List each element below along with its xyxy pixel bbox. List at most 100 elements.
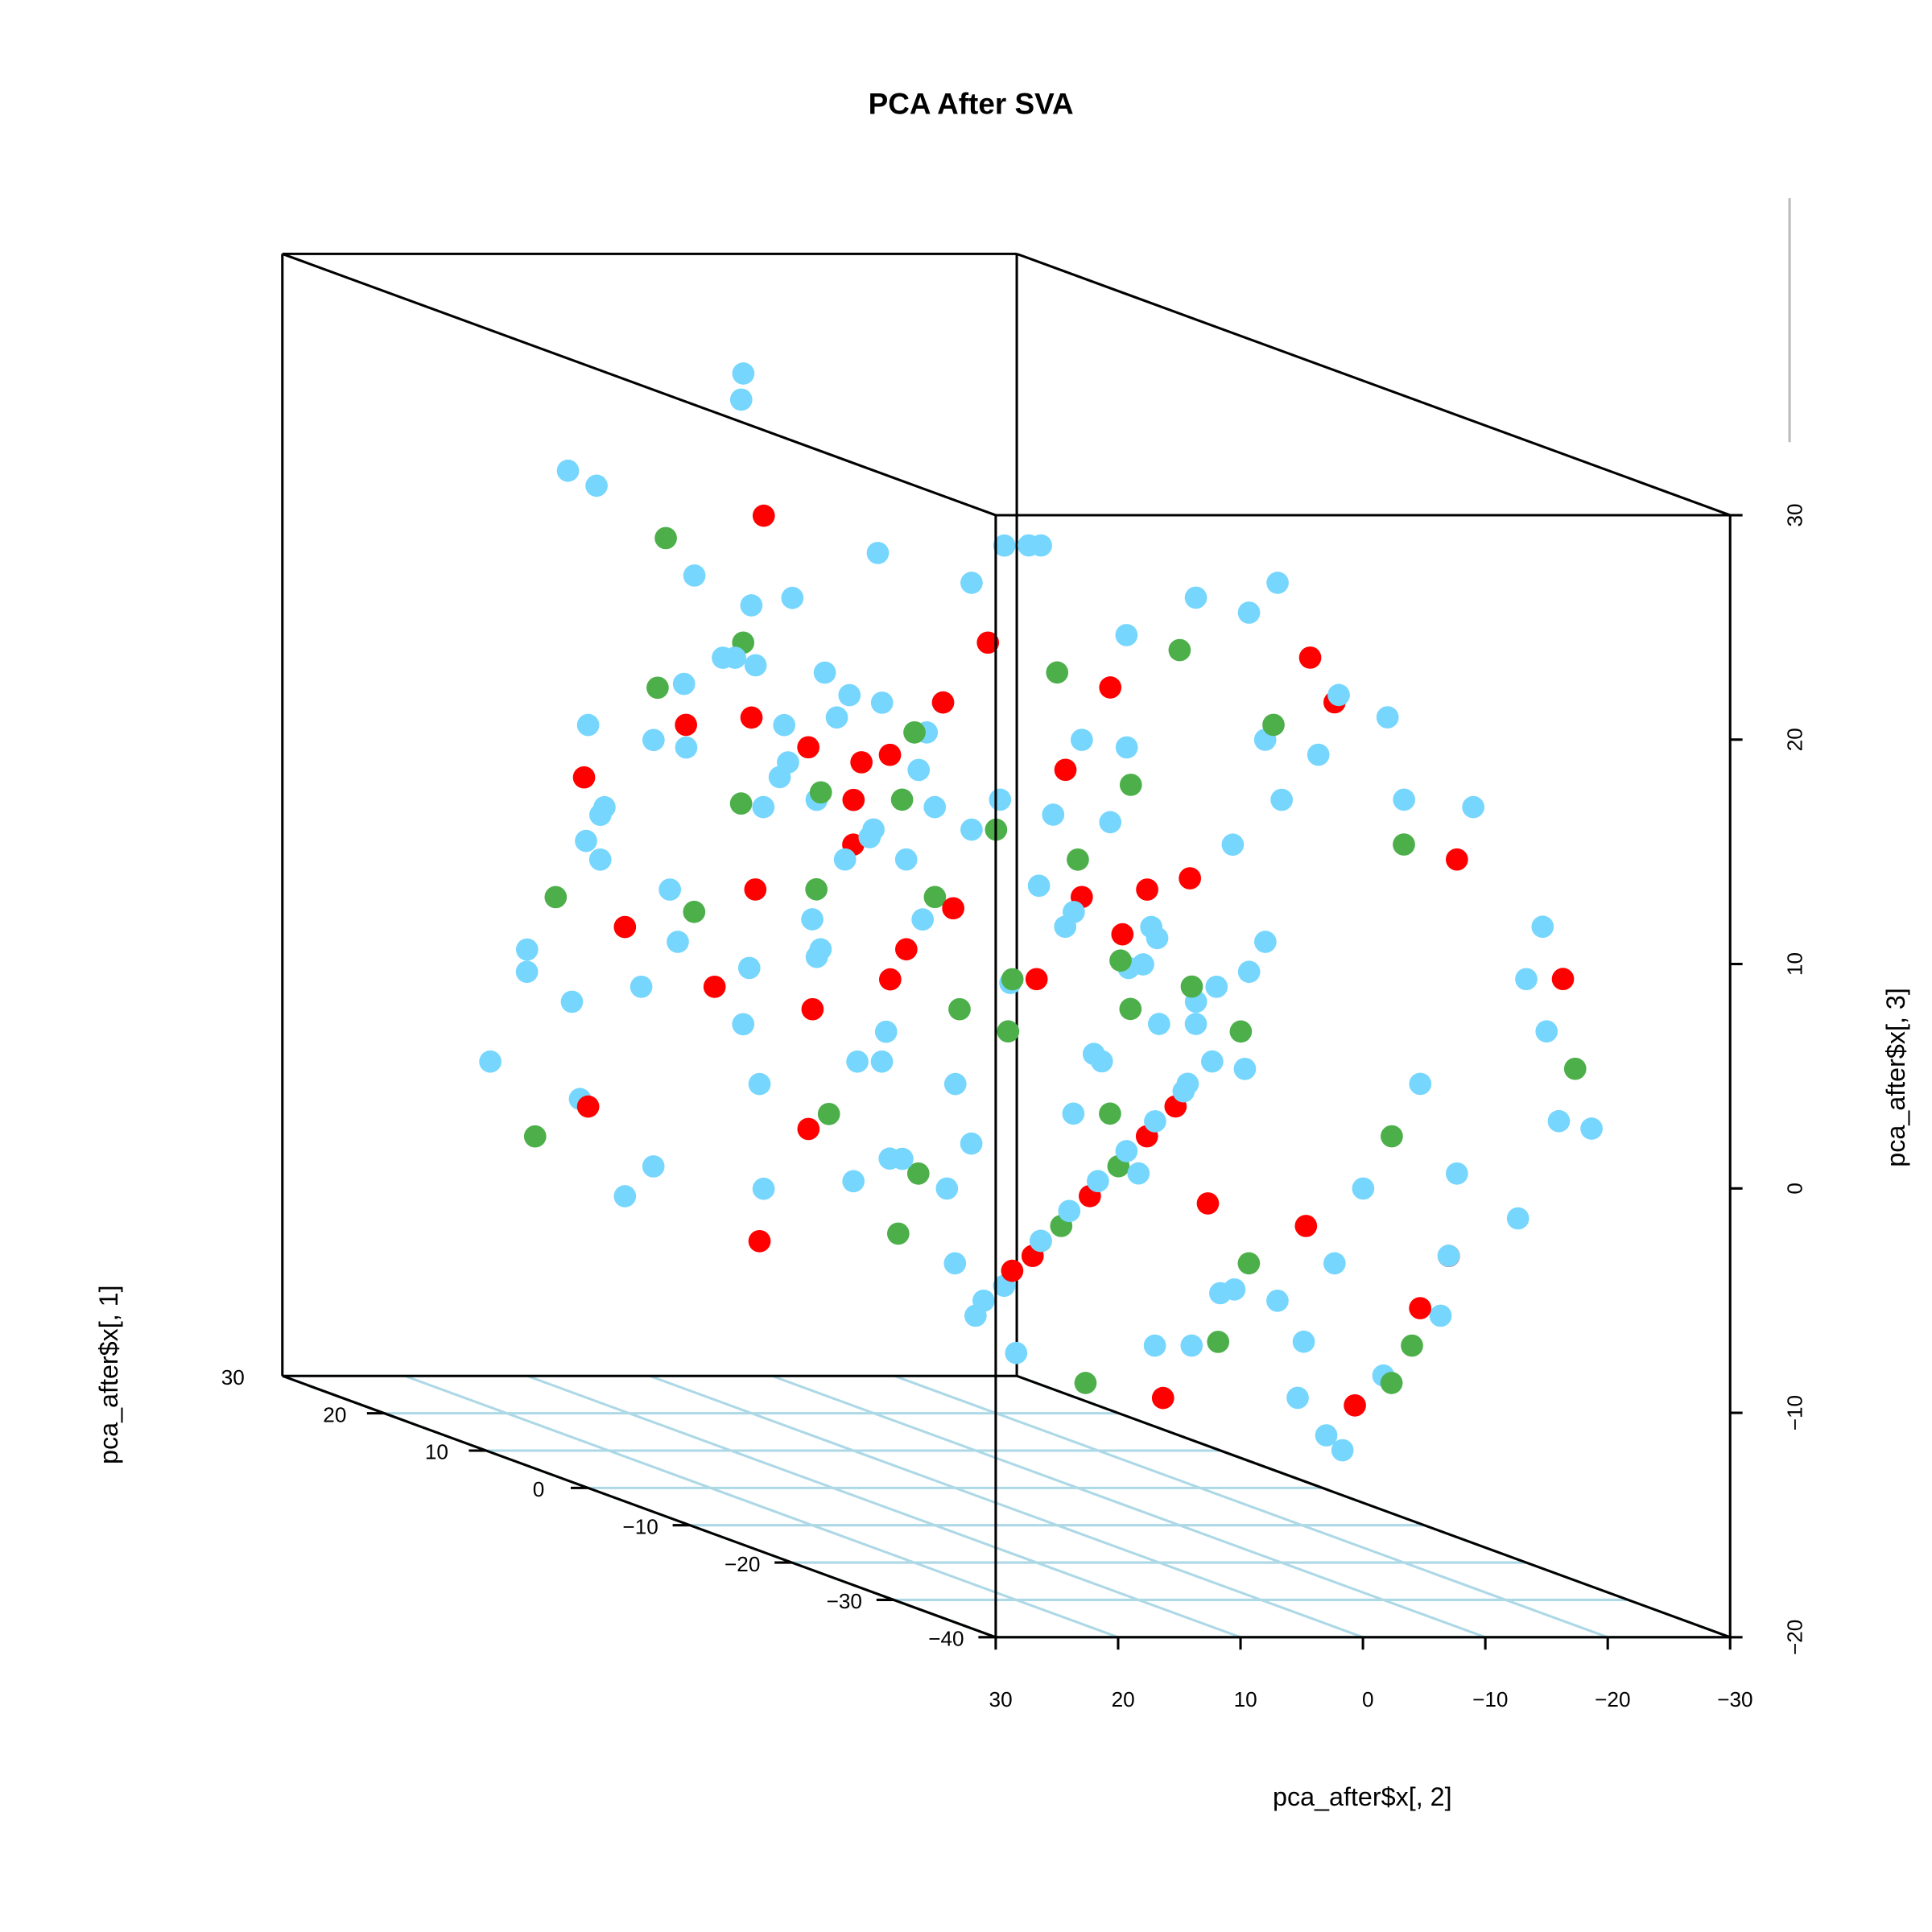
data-point <box>1151 1386 1174 1410</box>
data-point <box>1563 1057 1587 1080</box>
data-point <box>989 788 1012 811</box>
data-point <box>870 691 894 714</box>
data-point <box>948 997 971 1021</box>
data-point <box>1401 1334 1423 1357</box>
data-point <box>1127 1162 1150 1185</box>
data-point <box>891 1147 914 1170</box>
data-point <box>1446 848 1468 871</box>
data-point <box>1111 923 1134 946</box>
y-tick-label: 0 <box>533 1477 545 1501</box>
data-point <box>630 976 653 998</box>
data-point <box>667 931 689 953</box>
data-point <box>805 877 828 901</box>
data-point <box>1266 1290 1289 1312</box>
x-tick-label: 20 <box>1112 1687 1135 1711</box>
data-point <box>642 729 665 752</box>
data-point <box>931 691 955 714</box>
data-point <box>976 631 1000 654</box>
data-point <box>1315 1424 1338 1447</box>
data-point <box>997 1020 1020 1043</box>
data-point <box>646 676 669 700</box>
grid-line <box>894 1374 1608 1639</box>
data-point <box>1393 833 1415 856</box>
data-point <box>1292 1330 1315 1353</box>
data-point <box>1506 1207 1530 1230</box>
data-point <box>1547 1109 1571 1133</box>
data-point <box>744 654 767 677</box>
data-point <box>960 572 983 594</box>
data-point <box>560 990 584 1013</box>
x-tick-label: 30 <box>989 1687 1013 1711</box>
data-point <box>1067 848 1089 871</box>
z-tick-label: 10 <box>1782 952 1806 976</box>
data-point <box>874 1020 898 1043</box>
data-point <box>1027 874 1051 898</box>
data-point <box>732 362 755 385</box>
data-point <box>809 781 832 804</box>
data-point <box>797 736 819 759</box>
data-point <box>729 792 753 815</box>
data-point <box>894 848 918 871</box>
data-point <box>942 897 964 920</box>
box-back-edges <box>281 252 1731 1639</box>
x-tick-label: −10 <box>1472 1687 1508 1711</box>
data-point <box>906 1162 930 1185</box>
data-point <box>1580 1117 1603 1140</box>
data-point <box>1063 901 1085 923</box>
z-tick-label: 30 <box>1782 503 1806 526</box>
data-point <box>1115 1140 1138 1162</box>
data-point <box>1515 968 1538 991</box>
data-point <box>907 758 931 782</box>
data-point <box>1307 743 1330 766</box>
data-point <box>556 459 580 482</box>
data-point <box>1099 811 1122 834</box>
data-point <box>575 829 597 852</box>
z-tick-label: −20 <box>1782 1620 1806 1655</box>
data-point <box>1409 1297 1431 1319</box>
data-point <box>1180 1334 1203 1357</box>
data-point <box>866 542 890 564</box>
data-point <box>642 1155 665 1178</box>
grid-line <box>649 1374 1364 1639</box>
grid-line <box>771 1374 1486 1639</box>
data-point <box>1344 1394 1366 1417</box>
data-point <box>887 1222 910 1245</box>
data-point <box>1376 706 1399 729</box>
data-point <box>740 706 763 729</box>
y-tick-label: 20 <box>323 1402 346 1426</box>
data-point <box>1090 1050 1113 1073</box>
data-point <box>1446 1162 1468 1185</box>
y-tick-label: −40 <box>928 1627 964 1651</box>
data-point <box>1223 1278 1246 1301</box>
data-point <box>842 788 865 811</box>
data-point <box>923 886 947 909</box>
box-edge <box>282 1374 997 1639</box>
data-point <box>768 766 791 789</box>
data-point <box>862 818 885 841</box>
data-point <box>1143 1334 1166 1357</box>
data-point <box>1140 915 1162 939</box>
data-point <box>1262 713 1285 737</box>
x-tick-label: −20 <box>1595 1687 1630 1711</box>
data-point <box>544 886 568 909</box>
z-tick-label: −10 <box>1782 1395 1806 1430</box>
data-point <box>712 646 734 669</box>
data-point <box>589 803 612 826</box>
data-point <box>923 795 947 819</box>
y-tick-label: 30 <box>221 1365 245 1389</box>
data-point <box>515 960 539 984</box>
data-point <box>943 1252 967 1275</box>
data-point <box>1144 1110 1166 1133</box>
data-point <box>732 1013 755 1036</box>
floor-grid <box>282 1374 1731 1639</box>
data-point <box>1030 534 1052 557</box>
data-point <box>658 878 682 901</box>
data-point <box>850 751 873 774</box>
data-point <box>752 795 775 819</box>
data-point <box>1323 1252 1346 1275</box>
data-point <box>878 743 902 766</box>
data-point <box>1179 867 1201 890</box>
data-point <box>1042 803 1065 826</box>
z-axis-label: pca_after$x[, 3] <box>1881 988 1910 1167</box>
